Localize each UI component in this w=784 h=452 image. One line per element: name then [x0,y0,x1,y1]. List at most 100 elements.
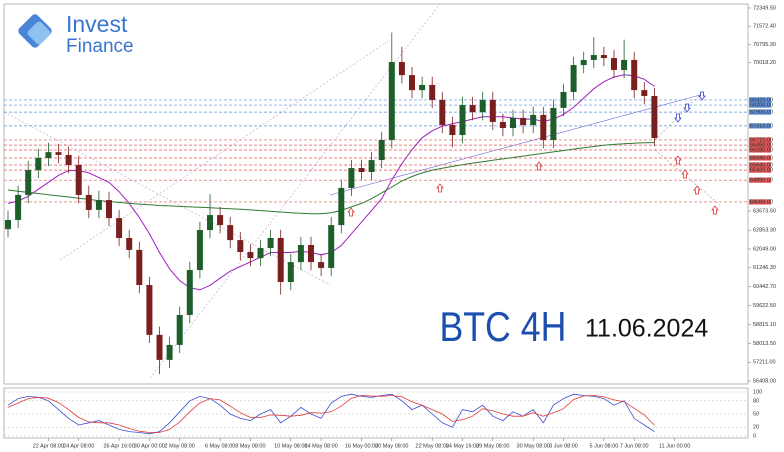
level-label: 67310.00 [750,123,773,129]
candle-body [368,160,375,173]
y-tick-label: 61246.30 [753,265,776,271]
y-tick-label: 100 [753,389,762,395]
level-label: 65940.00 [750,155,773,161]
x-tick-label: 20 May 08:00 [375,443,408,449]
candle-body [641,90,648,96]
candle-body [106,200,112,219]
x-tick-label: 11 Jun 00:00 [659,443,690,449]
candle-body [45,152,52,158]
logo: Invest Finance [18,11,134,57]
level-box [749,155,771,161]
candle-body [116,218,123,238]
candle-body [479,99,486,113]
candle-body [338,187,345,226]
level-label: 66490.00 [750,143,773,149]
candle-body [651,95,658,139]
candle-body [409,75,415,91]
moving-average [7,142,655,215]
candle-body [398,62,405,76]
x-tick-label: 10 May 08:00 [274,443,307,449]
candle-body [136,249,143,286]
x-tick-label: 7 Jun 08:00 [620,443,649,449]
candle-body [65,154,72,165]
y-tick-label: 20 [753,425,759,431]
candle-body [318,262,325,268]
candle-body [348,168,355,188]
arrow-up [681,169,689,179]
x-tick-label: 29 May 08:00 [476,443,509,449]
main-frame [3,3,749,385]
x-tick-label: 16 May 00:00 [345,443,378,449]
chart-subtitle: 11.06.2024 [585,315,708,343]
x-tick-label: 8 May 08:00 [235,443,265,449]
y-tick-label: 0 [753,433,756,439]
candle-body [499,121,506,129]
level-box [749,97,771,103]
candle-body [469,105,476,113]
oscillator-line [7,393,655,435]
candle-body [207,215,213,231]
level-box [749,162,771,168]
candle-body [15,194,22,220]
arrow-up [693,185,701,195]
arrow-up [436,183,444,193]
candle-body [388,62,395,140]
level-label: 64990.00 [750,178,773,184]
level-box [749,137,771,143]
candle-body [378,139,385,161]
logo-icon [27,21,51,45]
candle-body [25,170,32,195]
level-box [749,123,771,129]
candle-body [146,285,153,335]
x-tick-label: 30 Apr 00:00 [134,443,165,449]
x-tick-label: 30 May 08:00 [517,443,550,449]
candle-body [600,55,607,59]
y-tick-label: 57211.00 [753,360,776,366]
level-box [749,199,771,205]
candle-body [540,114,547,140]
candle-body [287,262,294,282]
candle-body [358,168,365,173]
y-tick-label: 62049.00 [753,246,776,252]
candle-body [186,270,193,315]
level-box [749,147,771,153]
x-tick-label: 14 May 08:00 [304,443,337,449]
candle-body [328,225,335,268]
candle-body [560,91,567,108]
candle-body [621,59,628,70]
level-label: 65640.00 [750,162,773,168]
x-tick-label: 2 May 08:00 [165,443,195,449]
x-tick-label: 6 May 08:00 [205,443,235,449]
candle-body [510,117,516,129]
candle-body [166,344,173,360]
candle-body [611,58,617,70]
candle-body [449,124,456,136]
y-tick-label: 58815.10 [753,322,776,328]
candle-body [237,240,244,253]
channel-line [3,111,331,286]
candle-body [580,59,587,66]
arrow-down [683,103,691,113]
level-label: 66710.00 [750,137,773,143]
level-label: 66280.00 [750,147,773,153]
candle-body [75,164,82,195]
candle-body [196,230,203,271]
candle-body [631,59,638,91]
level-box [749,102,771,108]
y-tick-label: 60442.70 [753,284,776,290]
y-tick-label: 59622.50 [753,303,776,309]
logo-text: Invest [66,11,128,37]
y-tick-label: 72349.50 [753,5,776,11]
level-box [749,142,771,148]
candle-body [439,99,446,125]
arrow-down [674,113,682,123]
logo-text: Finance [66,36,134,57]
arrows [347,91,719,217]
candle-body [227,225,234,241]
candle-body [267,237,274,249]
level-label: 67900.00 [750,110,773,116]
candle-body [217,215,224,226]
candle-body [570,65,577,92]
candle-body [95,200,102,210]
y-tick-label: 62853.30 [753,228,776,234]
